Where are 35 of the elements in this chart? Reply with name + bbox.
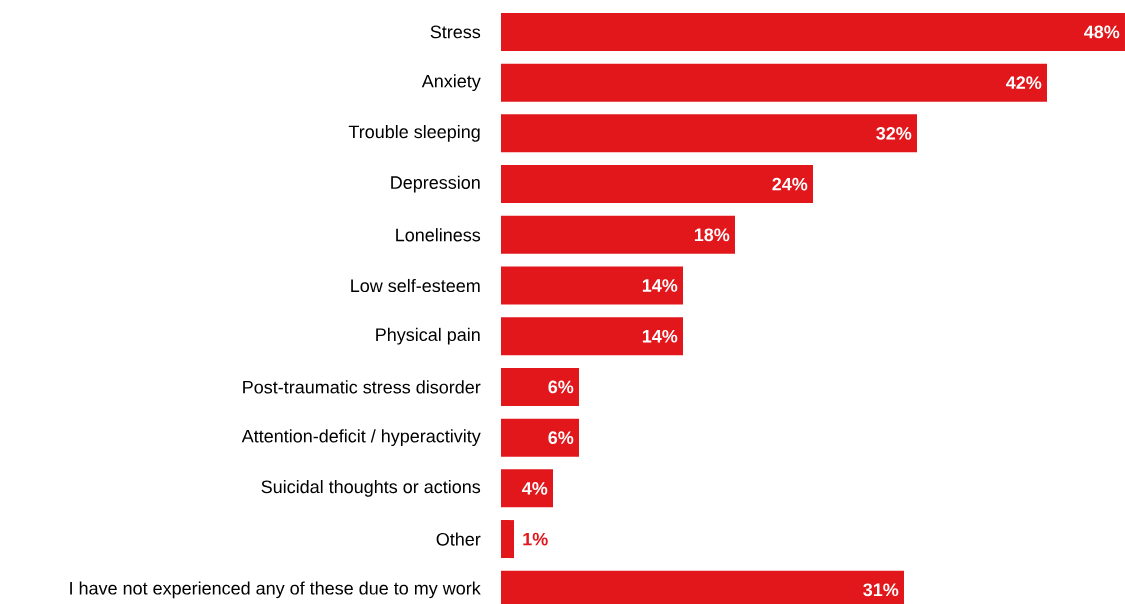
bar [501,469,553,508]
data-label: 6% [548,431,574,445]
y-tick-label: Depression [391,175,480,193]
y-tick-label: Suicidal thoughts or actions [261,479,481,497]
data-label: 14% [642,329,678,343]
y-tick-label: Stress [430,25,481,39]
bar [501,266,683,305]
y-tick-label: Loneliness [396,228,481,242]
bar [501,215,735,254]
bar [501,63,1047,102]
data-label: 24% [772,177,808,191]
data-label: 6% [548,380,574,394]
bar [501,165,813,204]
data-label: 32% [876,126,912,140]
bar [501,520,514,559]
y-tick-label: I have not experienced any of these due to my work [70,581,481,599]
y-tick-label: Anxiety [421,74,481,92]
data-label: 42% [1006,76,1042,90]
data-label: 48% [1084,25,1120,39]
y-tick-label: Low self-esteem [351,278,480,293]
data-label: 14% [642,279,678,292]
bar [501,12,1125,51]
data-label: 1% [523,532,548,546]
bar [501,367,579,406]
data-label: 31% [863,583,899,597]
data-label: 4% [522,482,548,495]
y-tick-label: Physical pain [376,327,480,345]
y-tick-label: Post-traumatic stress disorder [243,380,481,394]
data-label: 18% [694,228,730,242]
y-tick-label: Attention-deficit / hyperactivity [241,429,481,447]
bar [501,114,917,153]
y-tick-label: Trouble sleeping [348,124,480,142]
bar [501,418,579,457]
bar [501,317,683,356]
y-tick-label: Other [436,532,481,546]
